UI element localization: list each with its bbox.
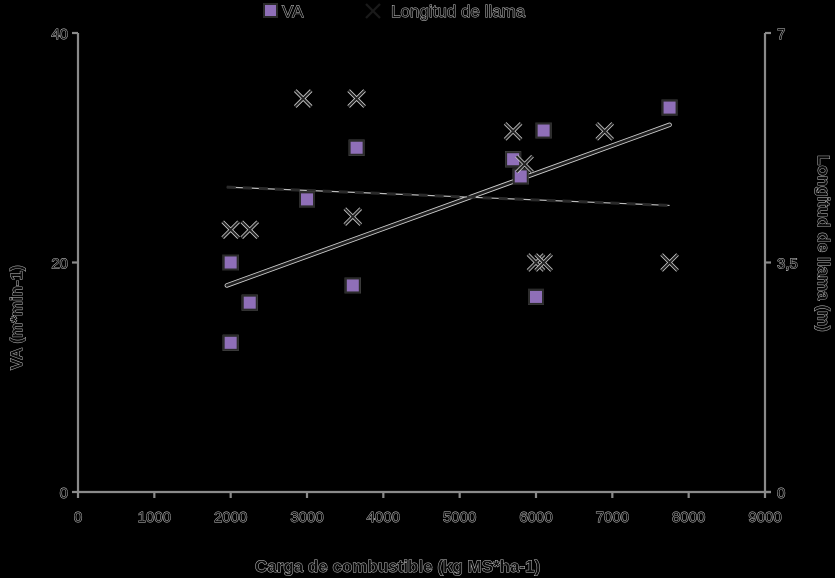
va-square-marker-icon[interactable] [344, 277, 361, 294]
legend-x-marker-icon [365, 3, 381, 19]
x-tick-label: 3000 [290, 509, 323, 526]
legend-item-longitud[interactable]: Longitud de llama [365, 2, 526, 21]
axes [72, 31, 771, 498]
longitud-x-marker-icon[interactable] [526, 253, 546, 272]
va-square-marker-icon[interactable] [512, 168, 529, 185]
trendline-va [225, 123, 671, 287]
x-tick-label: 0 [74, 509, 82, 526]
va-square-marker-icon[interactable] [528, 288, 544, 305]
x-tick-label: 4000 [367, 509, 400, 526]
x-tick-label: 2000 [214, 509, 247, 526]
y-left-axis-title: VA (m*min-1) [7, 265, 26, 370]
va-square-marker-icon[interactable] [661, 99, 678, 116]
va-square-marker-icon[interactable] [241, 294, 258, 311]
y-right-tick-label: 3,5 [777, 256, 798, 273]
longitud-x-marker-icon[interactable] [595, 122, 614, 141]
longitud-x-marker-icon[interactable] [534, 253, 553, 272]
x-tick-label: 5000 [443, 509, 476, 526]
x-tick-label: 7000 [596, 509, 629, 526]
legend: VA Longitud de llama [263, 2, 526, 21]
y-right-tick-label: 7 [777, 26, 785, 43]
longitud-x-marker-icon[interactable] [347, 89, 366, 108]
data-points [221, 89, 679, 351]
axis-labels: 0 1000 2000 3000 4000 5000 6000 7000 8000 9000 0 20… [51, 26, 798, 527]
longitud-x-marker-icon[interactable] [240, 220, 260, 239]
y-right-axis-title: Longitud de llama (m) [814, 155, 833, 332]
longitud-x-marker-icon[interactable] [221, 220, 240, 239]
x-tick-label: 1000 [138, 509, 171, 526]
va-square-marker-icon[interactable] [535, 122, 552, 139]
x-tick-label: 8000 [672, 509, 705, 526]
legend-square-marker-icon [263, 3, 278, 18]
legend-label-longitud: Longitud de llama [391, 2, 526, 21]
y-right-tick-label: 0 [777, 485, 785, 502]
longitud-x-marker-icon[interactable] [293, 89, 313, 108]
legend-item-va[interactable]: VA [263, 2, 305, 21]
trendline-longitud-de-llama [226, 185, 670, 207]
va-square-marker-icon[interactable] [348, 139, 365, 156]
va-square-marker-icon[interactable] [222, 254, 239, 271]
x-axis-title: Carga de combustible (kg MS*ha-1) [255, 557, 540, 576]
va-square-marker-icon[interactable] [222, 334, 239, 351]
longitud-x-marker-icon[interactable] [515, 154, 534, 174]
y-left-tick-label: 20 [51, 256, 68, 273]
x-tick-label: 9000 [748, 509, 781, 526]
trendlines [224, 122, 672, 288]
y-left-tick-label: 0 [60, 485, 68, 502]
longitud-x-marker-icon[interactable] [503, 122, 523, 141]
x-tick-label: 6000 [519, 509, 552, 526]
y-left-tick-label: 40 [51, 26, 68, 43]
legend-label-va: VA [282, 2, 304, 21]
longitud-x-marker-icon[interactable] [660, 253, 679, 272]
va-square-marker-icon[interactable] [299, 191, 315, 208]
longitud-x-marker-icon[interactable] [343, 207, 363, 226]
